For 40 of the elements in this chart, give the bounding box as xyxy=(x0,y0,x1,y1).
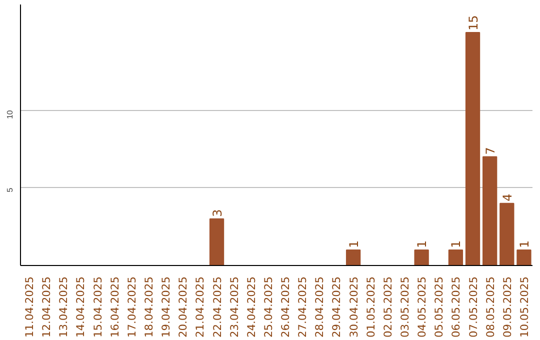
x-tick-label: 25.04.2025 xyxy=(262,276,275,338)
data-label: 3 xyxy=(210,209,224,217)
data-label: 7 xyxy=(483,147,498,155)
y-tick-label: 10 xyxy=(6,110,14,120)
x-tick-label: 12.04.2025 xyxy=(40,276,54,338)
x-tick-label: 15.04.2025 xyxy=(91,276,104,338)
x-tick-label: 05.05.2025 xyxy=(432,276,446,338)
data-label: 1 xyxy=(415,240,430,248)
x-tick-label: 18.04.2025 xyxy=(142,276,156,338)
x-tick-label: 13.04.2025 xyxy=(57,276,70,338)
x-tick-label: 04.05.2025 xyxy=(416,276,429,338)
x-tick-label: 16.04.2025 xyxy=(108,276,122,338)
x-tick-label: 21.04.2025 xyxy=(194,276,207,338)
data-label: 4 xyxy=(500,194,514,202)
x-tick-label: 01.05.2025 xyxy=(364,276,378,338)
data-label: 1 xyxy=(449,240,464,248)
x-tick-label: 20.04.2025 xyxy=(176,276,190,338)
x-tick-label: 09.05.2025 xyxy=(500,276,514,338)
x-tick-label: 06.05.2025 xyxy=(450,276,463,338)
x-tick-label: 19.04.2025 xyxy=(160,276,173,338)
x-tick-label: 07.05.2025 xyxy=(466,276,480,338)
x-tick-label: 23.04.2025 xyxy=(228,276,241,338)
x-tick-label: 28.04.2025 xyxy=(313,276,326,338)
x-tick-label: 24.04.2025 xyxy=(244,276,258,338)
x-tick-label: 02.05.2025 xyxy=(381,276,394,338)
x-tick-label: 10.05.2025 xyxy=(518,276,531,338)
x-tick-label: 22.04.2025 xyxy=(210,276,224,338)
x-tick-label: 03.05.2025 xyxy=(398,276,412,338)
y-tick-label: 5 xyxy=(6,187,14,192)
x-tick-label: 08.05.2025 xyxy=(484,276,497,338)
x-tick-label: 29.04.2025 xyxy=(330,276,344,338)
x-tick-label: 26.04.2025 xyxy=(279,276,292,338)
data-label: 1 xyxy=(517,240,532,248)
x-tick-label: 17.04.2025 xyxy=(125,276,138,338)
x-tick-label: 14.04.2025 xyxy=(74,276,88,338)
data-label: 1 xyxy=(346,240,361,248)
data-label: 15 xyxy=(466,15,480,30)
x-tick-label: 30.04.2025 xyxy=(347,276,360,338)
x-tick-label: 11.04.2025 xyxy=(23,276,36,338)
x-tick-label: 27.04.2025 xyxy=(296,276,310,338)
